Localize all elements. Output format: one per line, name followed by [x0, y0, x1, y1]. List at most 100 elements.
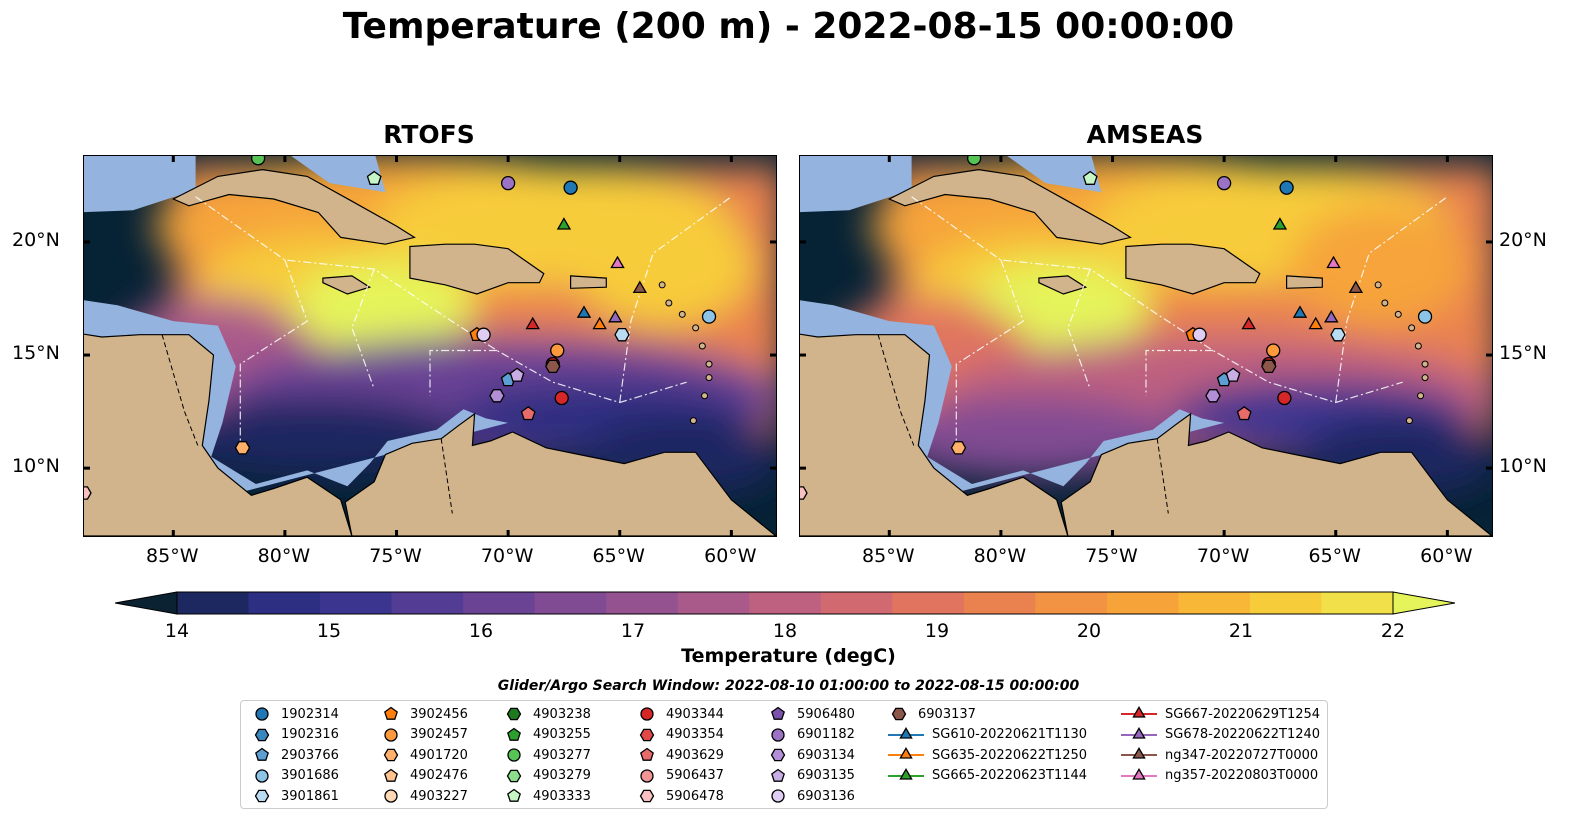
- marker-sg610[interactable]: [576, 305, 592, 318]
- marker-ng357[interactable]: [610, 255, 625, 269]
- marker-4903629[interactable]: [1236, 405, 1252, 421]
- antilles-island: [678, 310, 686, 318]
- pentagon-icon[interactable]: [255, 747, 269, 762]
- triangle-icon[interactable]: [1132, 767, 1146, 780]
- pentagon-icon[interactable]: [384, 768, 398, 782]
- triangle-icon[interactable]: [1132, 747, 1146, 759]
- triangle-icon[interactable]: [1132, 705, 1146, 718]
- marker-4903344b[interactable]: [554, 390, 569, 406]
- legend-item: 4903279: [503, 766, 591, 786]
- marker-4903629[interactable]: [520, 405, 536, 421]
- marker-3902457[interactable]: [550, 343, 565, 358]
- triangle-icon[interactable]: [1132, 726, 1146, 739]
- marker-4903333[interactable]: [1082, 170, 1098, 185]
- marker-6903134[interactable]: [1205, 389, 1221, 403]
- circle-icon[interactable]: [640, 769, 654, 783]
- circle-icon[interactable]: [255, 707, 269, 721]
- colorbar-segment: [177, 592, 250, 614]
- marker-ng347[interactable]: [632, 280, 648, 294]
- antilles-island: [1408, 324, 1416, 332]
- marker-4903277[interactable]: [250, 156, 266, 166]
- marker-1902314[interactable]: [563, 180, 578, 195]
- triangle-icon[interactable]: [899, 726, 913, 739]
- marker-sg678[interactable]: [608, 309, 623, 323]
- marker-6903134[interactable]: [489, 389, 505, 403]
- legend-item: 4903344: [636, 704, 724, 724]
- marker-3902457[interactable]: [1266, 343, 1281, 358]
- hexagon-icon[interactable]: [891, 707, 907, 721]
- triangle-icon[interactable]: [899, 747, 913, 759]
- marker-6901182[interactable]: [500, 175, 516, 191]
- pentagon-icon[interactable]: [771, 768, 785, 782]
- antilles-island: [689, 417, 697, 425]
- hexagon-icon[interactable]: [770, 748, 786, 762]
- marker-4901720[interactable]: [950, 441, 967, 455]
- marker-sg635[interactable]: [592, 316, 607, 330]
- legend-label: 4903344: [666, 706, 724, 722]
- lon-tick-label: 75°W: [369, 545, 422, 567]
- circle-icon[interactable]: [384, 789, 398, 804]
- pentagon-icon[interactable]: [507, 789, 521, 803]
- circle-icon[interactable]: [771, 727, 785, 742]
- colorbar-tick-label: 22: [1380, 620, 1406, 642]
- colorbar-segment: [1035, 592, 1108, 614]
- pentagon-icon[interactable]: [771, 706, 785, 720]
- marker-6903136[interactable]: [476, 327, 491, 342]
- marker-3901686[interactable]: [701, 309, 717, 324]
- marker-sg667[interactable]: [525, 316, 540, 330]
- circle-icon[interactable]: [384, 727, 398, 742]
- marker-3901686[interactable]: [1417, 309, 1433, 324]
- hexagon-icon[interactable]: [506, 769, 522, 783]
- marker-6903135[interactable]: [509, 367, 525, 382]
- marker-4903277[interactable]: [966, 156, 982, 166]
- marker-5906478[interactable]: [84, 486, 92, 500]
- pentagon-icon[interactable]: [640, 747, 654, 762]
- marker-4903333[interactable]: [366, 170, 382, 185]
- marker-sg635[interactable]: [1308, 316, 1323, 330]
- hexagon-icon[interactable]: [383, 748, 399, 762]
- marker-4903344b[interactable]: [1277, 390, 1292, 406]
- marker-3901861[interactable]: [1330, 327, 1346, 342]
- marker-6903135[interactable]: [1225, 367, 1241, 382]
- colorbar-tick-label: 14: [164, 620, 190, 642]
- pentagon-icon[interactable]: [384, 706, 398, 720]
- marker-6903137[interactable]: [545, 359, 561, 374]
- map-panel-amseas[interactable]: [799, 155, 1493, 537]
- marker-6903137[interactable]: [1261, 359, 1277, 374]
- legend-label: 3901686: [281, 768, 339, 784]
- marker-6901182[interactable]: [1216, 175, 1232, 191]
- legend-item: SG678-20220622T1240: [1121, 725, 1320, 745]
- hexagon-icon[interactable]: [506, 707, 522, 721]
- marker-sg678[interactable]: [1324, 309, 1339, 323]
- map-panel-rtofs[interactable]: [83, 155, 777, 537]
- antilles-island: [1417, 392, 1425, 400]
- marker-5906478[interactable]: [800, 486, 808, 500]
- circle-icon[interactable]: [255, 769, 269, 783]
- marker-sg665[interactable]: [556, 217, 572, 230]
- legend-label: SG678-20220622T1240: [1165, 727, 1321, 743]
- lon-tick-label: 85°W: [862, 545, 915, 567]
- circle-icon[interactable]: [640, 707, 654, 721]
- marker-ng357[interactable]: [1326, 255, 1341, 269]
- cuba-land: [171, 168, 416, 245]
- hexagon-icon[interactable]: [639, 728, 655, 741]
- marker-sg610[interactable]: [1292, 305, 1308, 318]
- central-america-land: [800, 333, 1069, 536]
- marker-4901720[interactable]: [234, 441, 251, 455]
- marker-ng347[interactable]: [1348, 280, 1364, 294]
- hexagon-icon[interactable]: [639, 790, 655, 803]
- marker-1902314[interactable]: [1279, 180, 1294, 195]
- triangle-icon[interactable]: [899, 767, 913, 780]
- marker-sg665[interactable]: [1272, 217, 1288, 230]
- marker-sg667[interactable]: [1241, 316, 1256, 330]
- puerto-rico-land: [1286, 275, 1323, 289]
- marker-6903136[interactable]: [1192, 327, 1207, 342]
- marker-3901861[interactable]: [614, 327, 630, 342]
- legend-item: 6903136: [767, 786, 855, 806]
- hexagon-icon[interactable]: [254, 728, 270, 741]
- legend-item: 3902456: [380, 704, 468, 724]
- hexagon-icon[interactable]: [254, 790, 270, 803]
- circle-icon[interactable]: [771, 789, 785, 804]
- pentagon-icon[interactable]: [507, 727, 521, 741]
- circle-icon[interactable]: [507, 748, 521, 762]
